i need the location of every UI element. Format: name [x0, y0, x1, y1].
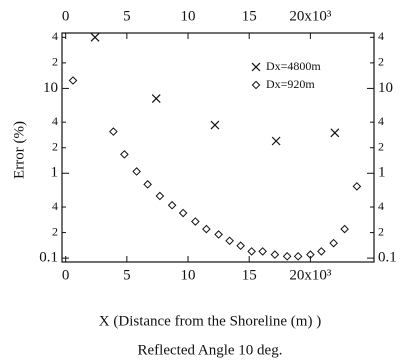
data-point	[68, 76, 78, 85]
y-tick-label-right: 4	[378, 199, 384, 213]
plot-frame	[61, 32, 375, 263]
data-point	[120, 150, 129, 159]
x-tick-label-top: 10	[181, 8, 196, 24]
data-point	[236, 241, 245, 251]
data-point	[352, 182, 362, 191]
x-tick-label: 20x10³	[289, 267, 332, 283]
data-point	[306, 250, 315, 259]
data-point	[178, 208, 188, 218]
data-point	[270, 250, 280, 259]
data-point	[90, 32, 100, 42]
legend-label: Dx=4800m	[266, 59, 321, 73]
x-tick-label-top: 20x10³	[289, 8, 332, 24]
data-point	[155, 191, 165, 201]
data-point	[210, 120, 220, 130]
data-point	[329, 238, 338, 248]
caption: Reflected Angle 10 deg.	[138, 342, 283, 358]
y-tick-label: 4	[52, 29, 58, 43]
y-tick-label: 1	[51, 165, 59, 181]
data-point	[258, 247, 267, 256]
y-tick-label: 4	[52, 199, 58, 213]
y-tick-label-right: 4	[378, 29, 384, 43]
x-tick-label-top: 5	[123, 8, 131, 24]
x-tick-label-top: 15	[242, 8, 257, 24]
data-point	[191, 217, 200, 226]
data-point	[330, 128, 340, 138]
y-tick-label-right: 10	[378, 80, 393, 96]
data-point	[293, 252, 303, 261]
x-tick-label: 15	[242, 267, 257, 283]
x-tick-label: 5	[123, 267, 131, 283]
y-tick-label-right: 2	[378, 224, 384, 238]
x-axis-label: X (Distance from the Shoreline (m) )	[99, 313, 321, 329]
legend-marker	[251, 80, 261, 90]
data-point	[202, 224, 211, 234]
y-tick-label-right: 4	[378, 114, 384, 128]
y-tick-label: 4	[52, 114, 58, 128]
data-point	[247, 247, 256, 256]
data-point	[132, 167, 141, 176]
y-tick-label: 10	[43, 80, 58, 96]
data-point	[109, 127, 118, 136]
x-tick-label: 0	[62, 267, 70, 283]
data-point	[225, 236, 234, 246]
data-point	[271, 136, 281, 146]
y-tick-label-right: 2	[378, 55, 384, 69]
y-tick-label: 2	[52, 224, 58, 238]
y-axis-label: Error (%)	[11, 121, 27, 179]
x-tick-label-top: 0	[62, 8, 70, 24]
y-tick-label: 2	[52, 55, 58, 69]
data-point	[317, 247, 326, 256]
y-tick-label-right: 2	[378, 139, 384, 153]
data-point	[214, 230, 223, 239]
data-point	[143, 180, 152, 189]
y-tick-label-right: 0.1	[378, 250, 397, 266]
legend-label: Dx=920m	[266, 77, 315, 91]
y-tick-label-right: 1	[378, 165, 386, 181]
y-tick-label: 2	[52, 139, 58, 153]
data-point	[282, 252, 292, 261]
data-point	[167, 200, 177, 210]
y-tick-label: 0.1	[39, 250, 58, 266]
legend-marker	[251, 62, 261, 72]
x-tick-label: 10	[181, 267, 196, 283]
data-point	[151, 94, 161, 103]
data-point	[340, 224, 349, 234]
